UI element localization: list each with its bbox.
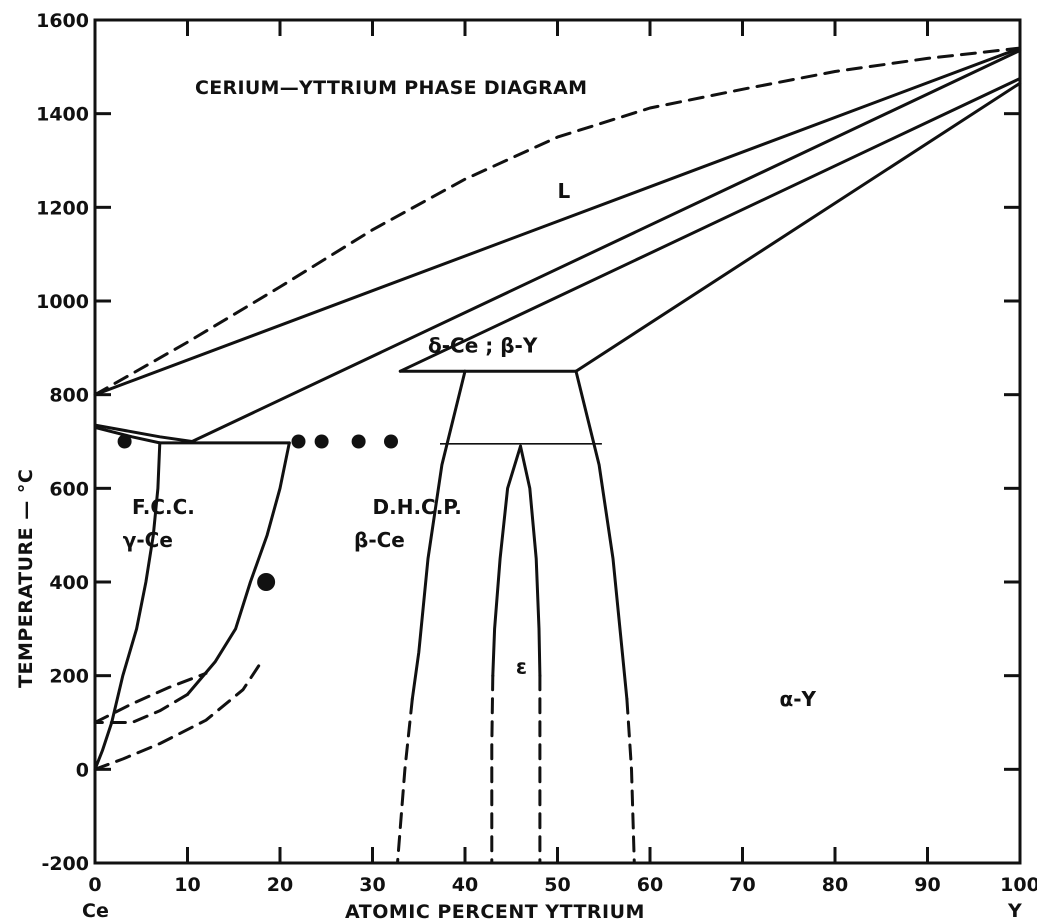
axis-tick-labels: 0 10 20 30 40 50 60 70 80 90 100-20002004006008001… (36, 10, 1037, 896)
data-point (257, 573, 276, 591)
region-labels: Lδ-Ce ; β-Y F.C.C. γ-Ce D.H.C.P. β-Ce ε α-Y (123, 179, 817, 711)
phase-boundary-17 (574, 369, 629, 701)
y-tick-label: 800 (49, 385, 89, 407)
phase-boundary-11 (186, 441, 291, 696)
y-tick-label: 1400 (36, 104, 89, 126)
x-tick-label: 0 (88, 874, 101, 896)
region-label: β-Ce (354, 528, 405, 552)
region-label: α-Y (780, 687, 817, 711)
chart-title: CERIUM—YTTRIUM PHASE DIAGRAM (195, 77, 587, 99)
phase-boundary-7 (93, 423, 194, 443)
region-label: ε (516, 654, 527, 678)
axis-ticks (93, 18, 1022, 865)
x-tick-label: 20 (267, 874, 293, 896)
y-axis-title: TEMPERATURE — °C (15, 469, 37, 688)
phase-boundary-14 (93, 660, 263, 771)
phase-boundary-21 (519, 444, 542, 678)
y-tick-label: 1200 (36, 197, 89, 219)
phase-boundary-4 (398, 77, 1022, 373)
x-tick-label: 80 (822, 874, 848, 896)
x-tick-label: 30 (359, 874, 385, 896)
x-end-label-left: Ce (82, 900, 109, 922)
data-points (117, 434, 398, 591)
phase-boundaries (93, 46, 1022, 865)
y-tick-label: 0 (76, 759, 89, 781)
x-end-label-right: Y (1007, 900, 1022, 922)
x-tick-label: 10 (174, 874, 200, 896)
phase-boundary-16 (396, 697, 414, 865)
phase-boundary-10 (93, 441, 162, 771)
x-axis-title: ATOMIC PERCENT YTTRIUM (345, 901, 645, 923)
phase-boundary-13 (93, 671, 208, 724)
y-tick-label: 1000 (36, 291, 89, 313)
y-tick-label: 400 (49, 572, 89, 594)
x-tick-label: 90 (914, 874, 940, 896)
phase-boundary-18 (625, 697, 636, 865)
region-label: γ-Ce (123, 528, 173, 552)
region-label: δ-Ce ; β-Y (428, 334, 538, 358)
phase-boundary-19 (491, 444, 522, 678)
y-tick-label: 600 (49, 478, 89, 500)
data-point (314, 434, 329, 449)
phase-boundary-1 (93, 46, 1022, 397)
x-tick-label: 40 (452, 874, 478, 896)
y-tick-label: -200 (41, 853, 89, 875)
region-label: D.H.C.P. (373, 495, 462, 519)
data-point (384, 434, 398, 449)
data-point (291, 434, 306, 449)
region-label: F.C.C. (132, 495, 195, 519)
x-tick-label: 50 (544, 874, 570, 896)
phase-boundary-15 (410, 369, 467, 701)
phase-boundary-20 (490, 674, 495, 865)
x-tick-label: 60 (637, 874, 663, 896)
phase-boundary-8 (93, 425, 162, 445)
phase-boundary-5 (574, 81, 1022, 373)
phase-boundary-2 (93, 46, 1022, 397)
y-tick-label: 200 (49, 666, 89, 688)
y-tick-label: 1600 (36, 10, 89, 32)
x-tick-label: 70 (729, 874, 755, 896)
region-label: L (558, 179, 571, 203)
phase-boundary-3 (190, 48, 1022, 443)
phase-boundary-12 (93, 692, 189, 724)
data-point (351, 434, 366, 449)
x-tick-label: 100 (1000, 874, 1037, 896)
data-point (117, 434, 132, 449)
